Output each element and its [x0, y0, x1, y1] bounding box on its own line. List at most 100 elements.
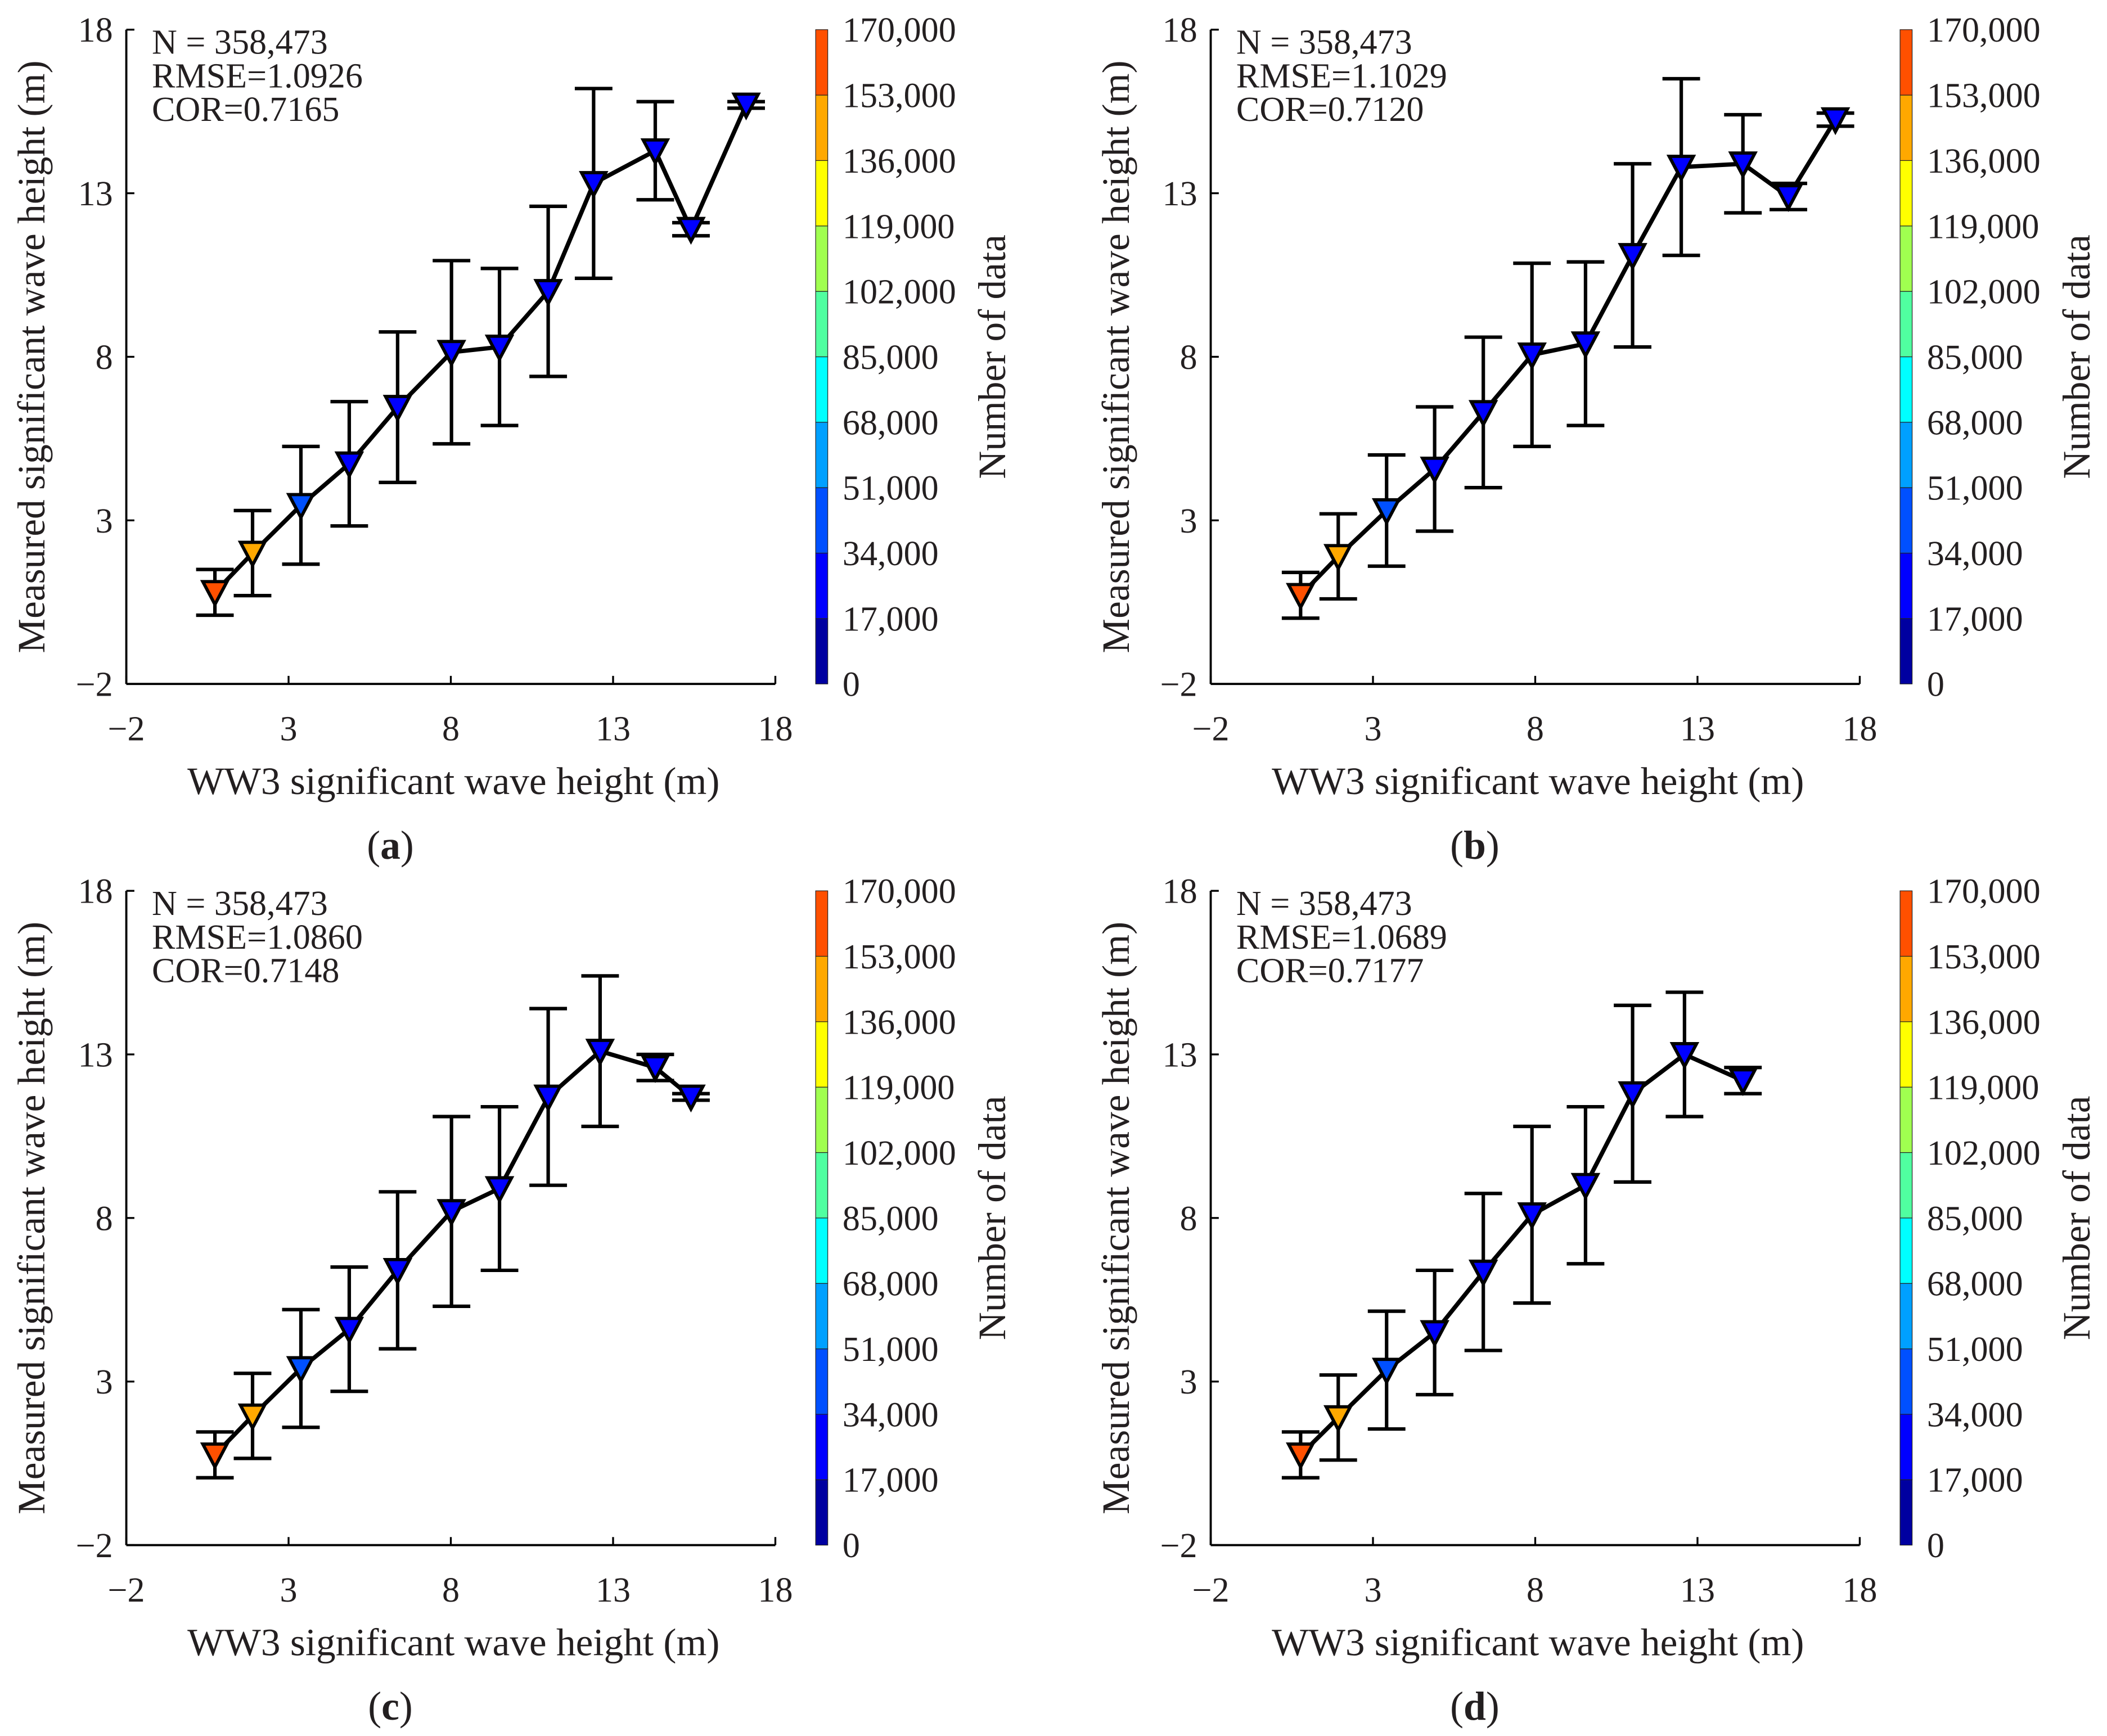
colorbar-segment [815, 618, 829, 684]
stats-text: N = 358,473 [152, 885, 328, 923]
x-tick-label: 18 [758, 710, 793, 748]
colorbar-segment [1899, 356, 1913, 423]
stats-text: COR=0.7165 [152, 91, 340, 129]
stats-text: N = 358,473 [1236, 24, 1412, 62]
colorbar-tick-label: 170,000 [843, 873, 956, 911]
x-tick-label: 18 [1842, 1571, 1877, 1609]
x-tick-label: 8 [442, 710, 460, 748]
colorbar-segment [1899, 955, 1913, 1022]
colorbar-segment [1899, 1414, 1913, 1480]
data-point-marker [1728, 151, 1758, 179]
x-tick-label: 13 [596, 710, 631, 748]
y-tick-label: 18 [1163, 873, 1197, 911]
stats-text: COR=0.7148 [152, 952, 340, 990]
colorbar-tick-label: 85,000 [1927, 1200, 2023, 1238]
x-tick-label: 8 [1527, 710, 1544, 748]
data-point-marker [533, 279, 563, 307]
data-point-marker [585, 1039, 615, 1067]
colorbar-segment [1899, 160, 1913, 227]
data-point-marker [731, 92, 761, 121]
colorbar-segment [815, 1218, 829, 1284]
x-tick-label: 3 [280, 710, 298, 748]
y-axis-label: Measured significant wave height (m) [1094, 60, 1137, 653]
colorbar-segment [815, 1479, 829, 1546]
y-tick-label: 18 [78, 873, 113, 911]
data-point-marker [1618, 1081, 1647, 1110]
data-point-marker [200, 1442, 230, 1471]
colorbar-tick-label: 17,000 [843, 600, 939, 638]
y-tick-label: 3 [96, 502, 113, 540]
colorbar-tick-label: 119,000 [1927, 208, 2040, 246]
data-point-marker [1371, 1358, 1402, 1386]
data-point-marker [382, 1257, 413, 1286]
colorbar-tick-label: 34,000 [1927, 535, 2023, 573]
colorbar-tick-label: 85,000 [843, 1200, 939, 1238]
y-axis-label: Measured significant wave height (m) [10, 60, 53, 653]
colorbar-segment [815, 1348, 829, 1415]
colorbar-tick-label: 17,000 [1927, 600, 2023, 638]
data-point-marker [484, 335, 515, 363]
stats-text: RMSE=1.0860 [152, 918, 363, 957]
colorbar-tick-label: 85,000 [843, 339, 939, 377]
colorbar-tick-label: 170,000 [1927, 873, 2041, 911]
y-tick-label: −2 [1160, 666, 1197, 704]
colorbar-tick-label: 51,000 [843, 470, 939, 508]
data-point-marker [1323, 1405, 1353, 1433]
data-point-marker [1371, 498, 1402, 526]
stats-text: COR=0.7120 [1236, 91, 1424, 129]
colorbar-tick-label: 153,000 [1927, 938, 2041, 976]
x-tick-label: −2 [1192, 710, 1229, 748]
colorbar-segment [1899, 226, 1913, 292]
panel-letter: c [381, 1684, 399, 1729]
colorbar-tick-label: 153,000 [843, 938, 956, 976]
colorbar-segment [815, 1021, 829, 1088]
colorbar-tick-label: 170,000 [1927, 11, 2041, 49]
colorbar-tick-label: 68,000 [843, 404, 939, 442]
x-axis-label: WW3 significant wave height (m) [187, 1620, 719, 1663]
data-point-marker [286, 493, 316, 521]
colorbar-label: Number of data [970, 1096, 1014, 1341]
data-point-marker [1618, 243, 1647, 271]
panel-label: (b) [1450, 823, 1500, 868]
series-line [1299, 118, 1838, 597]
colorbar-tick-label: 119,000 [843, 1069, 955, 1107]
colorbar-segment [815, 422, 829, 488]
colorbar-tick-label: 51,000 [1927, 470, 2023, 508]
x-axis-label: WW3 significant wave height (m) [187, 759, 719, 802]
colorbar-label: Number of data [2055, 235, 2098, 479]
x-tick-label: 18 [758, 1571, 793, 1609]
colorbar-tick-label: 34,000 [1927, 1396, 2023, 1434]
colorbar-segment [1899, 1021, 1913, 1088]
data-point-marker [1570, 1173, 1601, 1201]
colorbar-tick-label: 170,000 [843, 11, 956, 49]
data-point-marker [1420, 457, 1449, 485]
y-tick-label: 13 [78, 175, 113, 213]
y-tick-label: 8 [1180, 1200, 1197, 1238]
y-tick-label: 3 [96, 1363, 113, 1401]
colorbar-tick-label: 51,000 [843, 1331, 939, 1369]
colorbar-tick-label: 136,000 [843, 1003, 956, 1041]
y-tick-label: −2 [76, 1527, 113, 1565]
colorbar-segment [1899, 94, 1913, 161]
data-point-marker [1468, 1259, 1498, 1288]
stats-text: RMSE=1.0689 [1236, 918, 1447, 957]
colorbar-segment [815, 1283, 829, 1350]
colorbar-tick-label: 0 [843, 1527, 860, 1565]
colorbar-segment [1899, 890, 1913, 957]
data-point-marker [1286, 1442, 1316, 1471]
colorbar-segment [1899, 1479, 1913, 1546]
colorbar-segment [815, 487, 829, 554]
colorbar-segment [815, 291, 829, 358]
x-tick-label: 3 [280, 1571, 298, 1609]
y-tick-label: −2 [1160, 1527, 1197, 1565]
colorbar-segment [1899, 29, 1913, 96]
series-line [1299, 1052, 1744, 1457]
data-point-marker [237, 1403, 268, 1432]
y-tick-label: 13 [1163, 1036, 1197, 1074]
panel-letter: d [1464, 1684, 1486, 1729]
data-point-marker [1570, 331, 1601, 359]
data-point-marker [1420, 1320, 1449, 1349]
x-tick-label: 3 [1364, 710, 1381, 748]
colorbar-tick-label: 17,000 [843, 1462, 939, 1500]
y-axis-label: Measured significant wave height (m) [10, 922, 53, 1514]
